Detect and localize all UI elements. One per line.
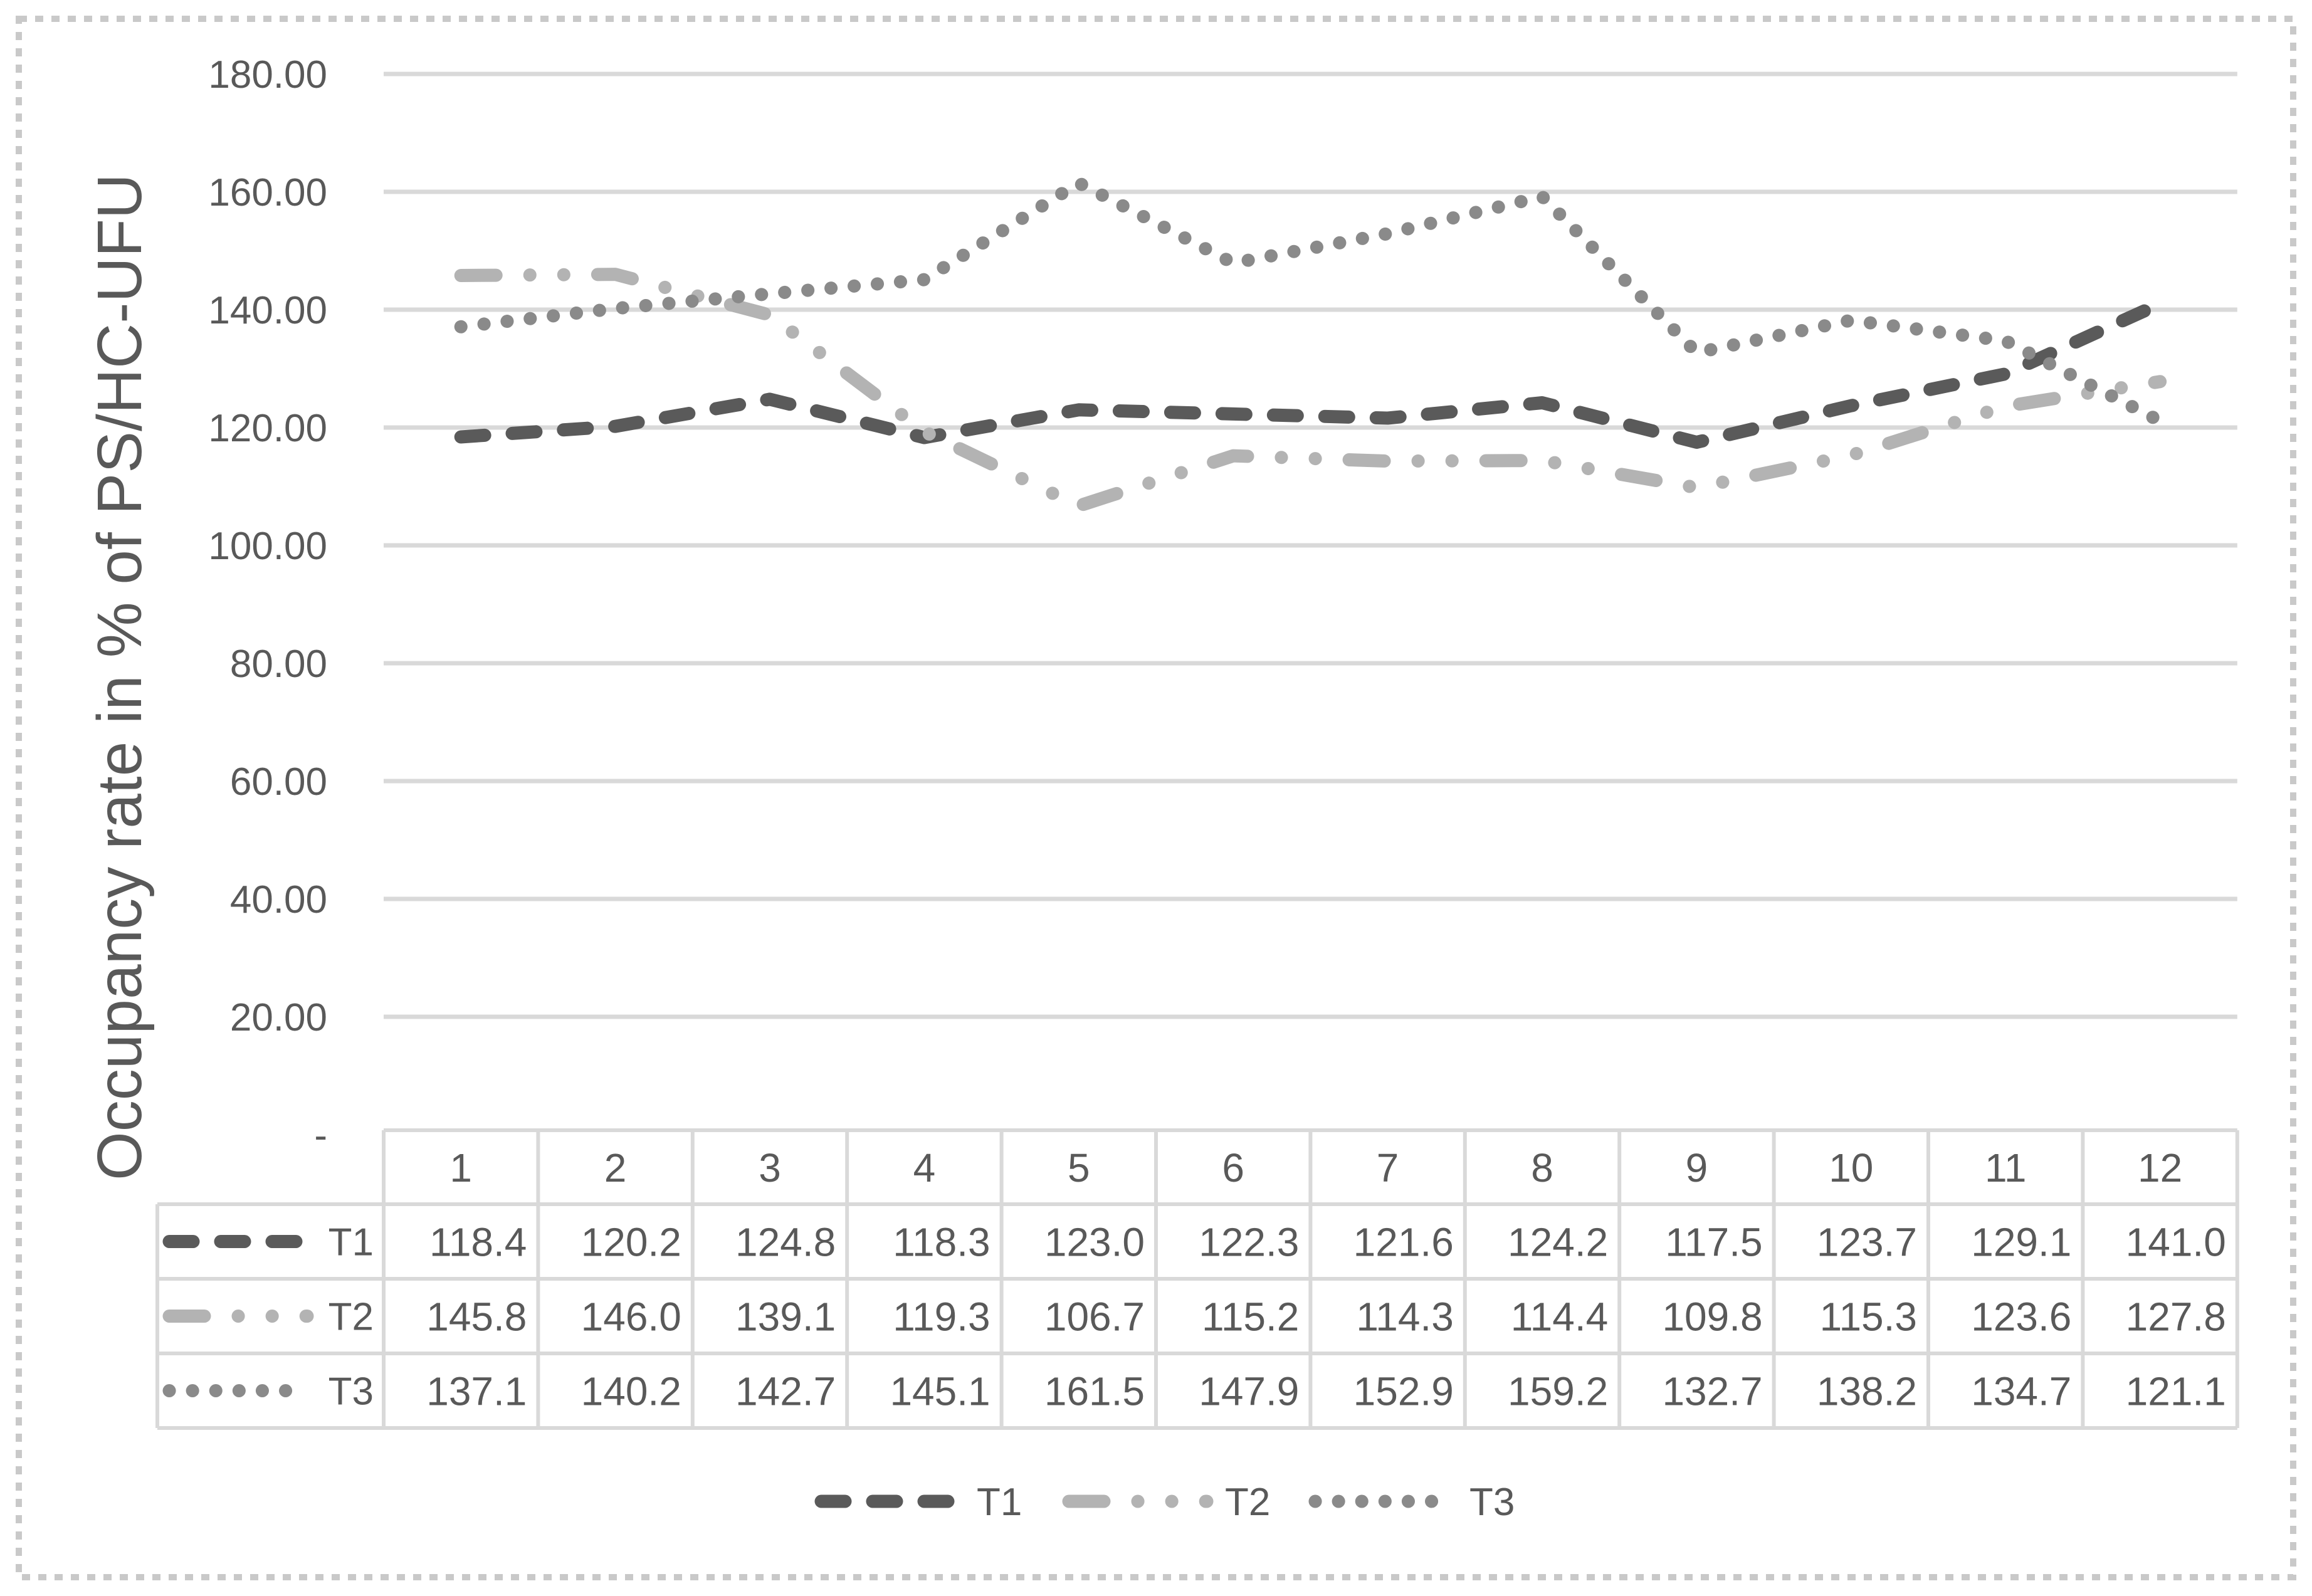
table-value-cell: 146.0 xyxy=(581,1294,681,1340)
table-value-cell: 124.8 xyxy=(735,1220,836,1265)
y-tick-label-160: 160.00 xyxy=(208,171,327,214)
plot-gridlines xyxy=(384,71,2237,1019)
series-lines xyxy=(454,176,2167,513)
table-value-cell: 139.1 xyxy=(735,1294,836,1340)
y-tick-label-0: - xyxy=(314,1114,327,1157)
table-value-cell: 123.7 xyxy=(1817,1220,1917,1265)
table-value-cell: 129.1 xyxy=(1971,1220,2071,1265)
table-row-legend: T1 T2 T3 xyxy=(162,1221,374,1414)
table-value-cell: 152.9 xyxy=(1353,1369,1454,1414)
table-value-cell: 122.3 xyxy=(1199,1220,1299,1265)
y-tick-label-60: 60.00 xyxy=(230,760,327,804)
table-value-cell: 161.5 xyxy=(1044,1369,1145,1414)
row-legend-label-T3: T3 xyxy=(328,1370,374,1414)
table-value-cell: 123.0 xyxy=(1044,1220,1145,1265)
y-tick-label-100: 100.00 xyxy=(208,525,327,568)
y-tick-label-20: 20.00 xyxy=(230,996,327,1039)
table-value-cell: 124.2 xyxy=(1508,1220,1608,1265)
table-value-cell: 115.2 xyxy=(1202,1294,1299,1340)
table-header-cell: 6 xyxy=(1222,1145,1244,1190)
table-header-cell: 9 xyxy=(1686,1145,1708,1190)
table-value-cell: 147.9 xyxy=(1199,1369,1299,1414)
table-value-cell: 114.3 xyxy=(1356,1294,1453,1340)
table-value-cell: 137.1 xyxy=(426,1369,527,1414)
table-value-cell: 115.3 xyxy=(1820,1294,1917,1340)
table-header-cell: 4 xyxy=(913,1145,936,1190)
series-line-T2 xyxy=(454,268,2167,513)
legend-label-T2: T2 xyxy=(1225,1481,1270,1524)
table-header-cell: 11 xyxy=(1985,1145,2026,1190)
table-value-cell: 121.1 xyxy=(2126,1369,2226,1414)
table-header-cell: 5 xyxy=(1068,1145,1090,1190)
y-tick-label-40: 40.00 xyxy=(230,878,327,921)
table-header-cell: 10 xyxy=(1829,1145,1873,1190)
table-value-cell: 138.2 xyxy=(1817,1369,1917,1414)
table-header-cell: 1 xyxy=(449,1145,472,1190)
table-header-cell: 8 xyxy=(1531,1145,1553,1190)
row-legend-label-T1: T1 xyxy=(328,1221,374,1264)
table-value-cell: 106.7 xyxy=(1044,1294,1145,1340)
table-value-cell: 132.7 xyxy=(1662,1369,1762,1414)
outer-border xyxy=(16,16,2296,1580)
y-tick-label-140: 140.00 xyxy=(208,289,327,332)
table-header-cell: 7 xyxy=(1377,1145,1399,1190)
y-tick-label-120: 120.00 xyxy=(208,407,327,450)
table-value-cell: 141.0 xyxy=(2126,1220,2226,1265)
y-tick-label-80: 80.00 xyxy=(230,643,327,686)
table-value-cell: 118.3 xyxy=(893,1220,990,1265)
legend-label-T1: T1 xyxy=(977,1481,1022,1524)
table-value-cell: 120.2 xyxy=(581,1220,681,1265)
table-value-cell: 145.1 xyxy=(890,1369,990,1414)
table-value-cell: 145.8 xyxy=(426,1294,527,1340)
bottom-legend: T1 T2 T3 xyxy=(814,1481,1515,1524)
series-line-T3 xyxy=(454,176,2167,428)
table-value-cell: 118.4 xyxy=(429,1220,527,1265)
row-legend-label-T2: T2 xyxy=(328,1296,374,1339)
y-tick-label-180: 180.00 xyxy=(208,53,327,97)
series-line-T1 xyxy=(454,297,2167,449)
table-value-cell: 134.7 xyxy=(1971,1369,2071,1414)
table-value-cell: 123.6 xyxy=(1971,1294,2071,1340)
table-header-cell: 3 xyxy=(759,1145,781,1190)
table-value-cell: 159.2 xyxy=(1508,1369,1608,1414)
table-value-cell: 121.6 xyxy=(1353,1220,1454,1265)
y-tick-labels: - 20.00 40.00 60.00 80.00 100.00 120.00 140.00 1… xyxy=(208,53,327,1157)
table-header-cell: 2 xyxy=(604,1145,627,1190)
table-value-cell: 109.8 xyxy=(1662,1294,1762,1340)
table-value-cell: 127.8 xyxy=(2126,1294,2226,1340)
legend-label-T3: T3 xyxy=(1469,1481,1515,1524)
table-value-cell: 114.4 xyxy=(1511,1294,1608,1340)
table-header-cell: 12 xyxy=(2138,1145,2182,1190)
y-axis-title: Occupancy rate in % of PS/HC-UFU xyxy=(85,174,155,1180)
table-value-cell: 142.7 xyxy=(735,1369,836,1414)
table-value-cell: 119.3 xyxy=(893,1294,990,1340)
table-value-cell: 117.5 xyxy=(1665,1220,1762,1265)
table-value-cell: 140.2 xyxy=(581,1369,681,1414)
